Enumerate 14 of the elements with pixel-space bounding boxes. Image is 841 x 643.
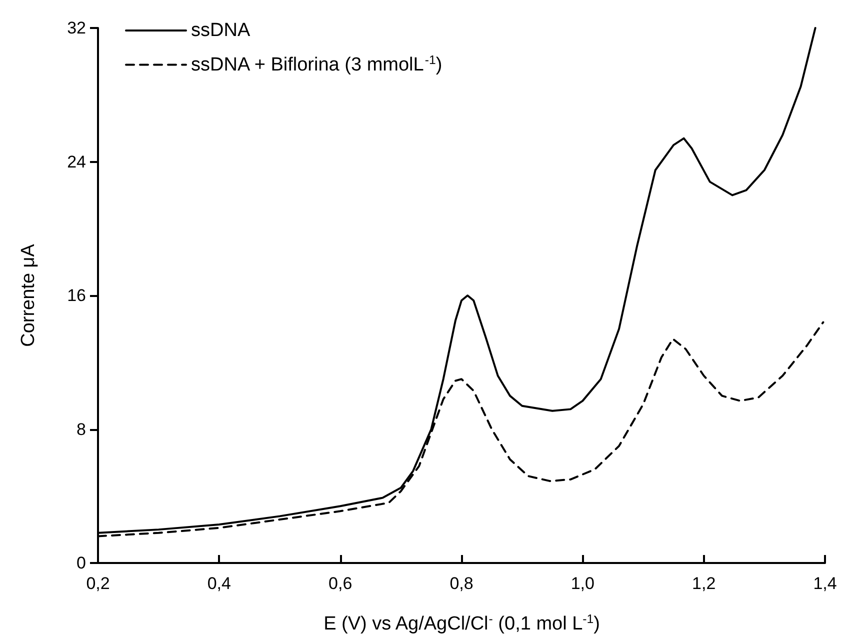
y-axis-title: Corrente μA — [18, 244, 39, 347]
x-tick-label: 1,2 — [692, 574, 716, 593]
y-tick-label: 24 — [67, 152, 86, 172]
x-tick-label: 0,6 — [328, 574, 352, 593]
y-tick-label: 8 — [76, 420, 86, 439]
y-tick-label: 16 — [67, 286, 86, 305]
y-tick-label: 32 — [67, 18, 86, 38]
x-tick-label: 1,4 — [813, 574, 837, 593]
x-tick-label: 0,2 — [86, 574, 110, 593]
legend-label: ssDNA — [191, 20, 250, 41]
x-tick-label: 0,4 — [207, 574, 231, 593]
x-tick-label: 1,0 — [570, 574, 594, 593]
x-tick-label: 0,8 — [450, 574, 474, 593]
y-tick-label: 0 — [76, 554, 86, 572]
